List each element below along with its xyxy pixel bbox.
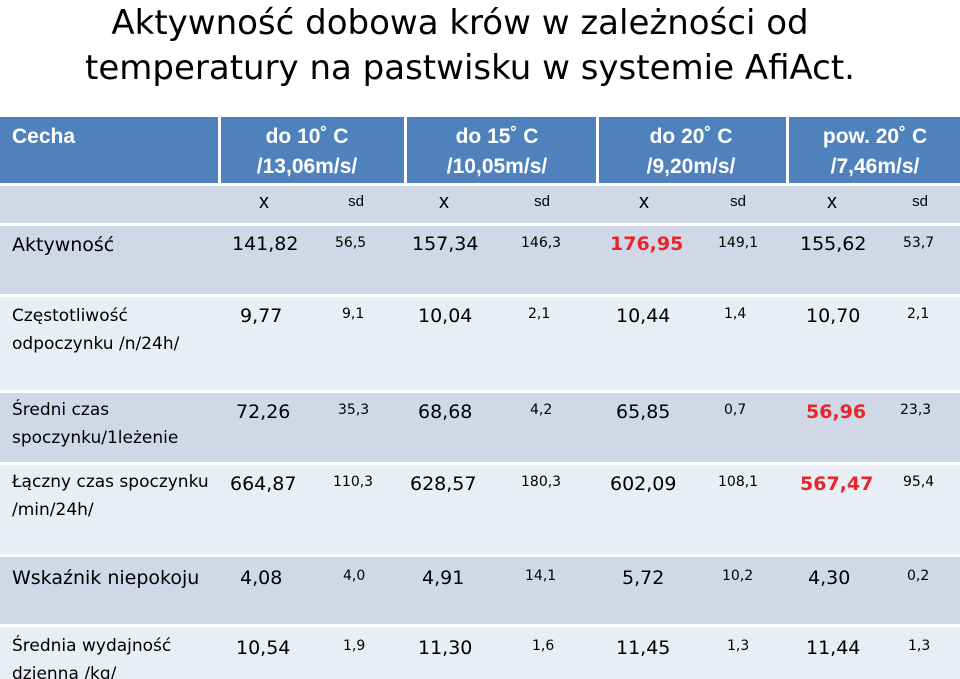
cell-x: 4,91	[422, 567, 465, 589]
cell-x: 10,54	[236, 637, 291, 659]
cell-sd: 53,7	[903, 235, 935, 251]
grid-line	[0, 390, 960, 393]
header-group-3: do 20˚ C /9,20m/s/	[606, 122, 776, 182]
cell-x: 10,04	[418, 305, 473, 327]
cell-sd: 1,4	[724, 306, 747, 322]
grid-line	[0, 462, 960, 465]
subheader-x-3: x	[639, 191, 649, 213]
grid-line	[0, 223, 960, 226]
cell-x: 11,45	[616, 637, 671, 659]
cell-x: 155,62	[800, 233, 867, 255]
cell-sd: 1,6	[532, 638, 555, 654]
cell-x: 157,34	[412, 233, 479, 255]
cell-sd: 9,1	[342, 306, 365, 322]
cell-x: 9,77	[240, 305, 283, 327]
header-group-2: do 15˚ C /10,05m/s/	[412, 122, 582, 182]
cell-x: 5,72	[622, 567, 665, 589]
cell-sd: 146,3	[521, 235, 562, 251]
header-group-1-wind: /13,06m/s/	[256, 155, 358, 178]
cell-x: 65,85	[616, 401, 671, 423]
cell-sd: 14,1	[525, 568, 557, 584]
table-row	[0, 296, 960, 392]
row-label-aktywnosc: Aktywność	[12, 234, 115, 256]
cell-x: 72,26	[236, 401, 291, 423]
table-row	[0, 556, 960, 626]
cell-x-highlight: 176,95	[610, 233, 684, 255]
cell-sd: 23,3	[900, 402, 932, 418]
subheader-sd-3: sd	[730, 193, 746, 210]
grid-line	[0, 624, 960, 627]
cell-x: 4,08	[240, 567, 283, 589]
row-label-sredni-czas: Średni czas spoczynku/1leżenie	[12, 400, 179, 448]
header-group-3-temp: do 20˚ C	[649, 125, 733, 148]
subheader-sd-4: sd	[912, 193, 928, 210]
cell-sd: 56,5	[335, 235, 367, 251]
cell-sd: 2,1	[907, 306, 930, 322]
table-row	[0, 224, 960, 296]
cell-sd: 110,3	[333, 474, 374, 490]
subheader-sd-2: sd	[534, 193, 550, 210]
cell-x: 664,87	[230, 473, 297, 495]
grid-line	[0, 554, 960, 557]
cell-x-highlight: 567,47	[800, 473, 874, 495]
grid-line	[218, 117, 221, 184]
cell-sd: 180,3	[521, 474, 562, 490]
cell-sd: 95,4	[903, 474, 935, 490]
cell-x: 10,44	[616, 305, 671, 327]
header-group-2-wind: /10,05m/s/	[446, 155, 548, 178]
grid-line	[404, 117, 407, 184]
table-row	[0, 464, 960, 556]
header-group-4-wind: /7,46m/s/	[830, 155, 920, 178]
cell-x-highlight: 56,96	[806, 401, 867, 423]
cell-sd: 4,2	[530, 402, 553, 418]
title-line-2: temperatury na pastwisku w systemie AfiA…	[85, 48, 855, 88]
subheader-row	[0, 184, 960, 224]
cell-x: 602,09	[610, 473, 677, 495]
row-label-czestotliwosc: Częstotliwość odpoczynku /n/24h/	[12, 306, 180, 354]
header-group-1-temp: do 10˚ C	[265, 125, 349, 148]
header-group-4: pow. 20˚ C /7,46m/s/	[790, 122, 960, 182]
grid-line	[786, 117, 789, 184]
title-line-1: Aktywność dobowa krów w zależności od	[111, 3, 809, 43]
cell-x: 11,44	[806, 637, 861, 659]
row-label-wskaznik-niepokoju: Wskaźnik niepokoju	[12, 567, 200, 589]
grid-line	[0, 183, 960, 186]
grid-line	[0, 294, 960, 297]
cell-x: 68,68	[418, 401, 473, 423]
header-cecha: Cecha	[12, 125, 76, 148]
cell-x: 628,57	[410, 473, 477, 495]
header-group-3-wind: /9,20m/s/	[646, 155, 736, 178]
cell-sd: 2,1	[528, 306, 551, 322]
header-group-2-temp: do 15˚ C	[455, 125, 539, 148]
cell-sd: 1,9	[343, 638, 366, 654]
table-row	[0, 626, 960, 679]
cell-x: 141,82	[232, 233, 299, 255]
cell-sd: 10,2	[722, 568, 754, 584]
cell-x: 10,70	[806, 305, 861, 327]
cell-sd: 4,0	[343, 568, 366, 584]
header-group-4-temp: pow. 20˚ C	[822, 125, 928, 148]
cell-x: 11,30	[418, 637, 473, 659]
cell-sd: 0,7	[724, 402, 747, 418]
cell-sd: 149,1	[718, 235, 759, 251]
table-row	[0, 392, 960, 464]
cell-sd: 1,3	[727, 638, 750, 654]
row-label-srednia-wydajnosc: Średnia wydajność dzienna /kg/	[12, 636, 172, 679]
cell-sd: 1,3	[908, 638, 931, 654]
cell-sd: 35,3	[338, 402, 370, 418]
subheader-x-1: x	[259, 191, 269, 213]
row-label-laczny-czas: Łączny czas spoczynku /min/24h/	[12, 472, 209, 520]
header-group-1: do 10˚ C /13,06m/s/	[222, 122, 392, 182]
subheader-x-4: x	[827, 191, 837, 213]
cell-sd: 0,2	[907, 568, 930, 584]
subheader-x-2: x	[439, 191, 449, 213]
cell-x: 4,30	[808, 567, 851, 589]
subheader-sd-1: sd	[348, 193, 364, 210]
grid-line	[596, 117, 599, 184]
cell-sd: 108,1	[718, 474, 759, 490]
